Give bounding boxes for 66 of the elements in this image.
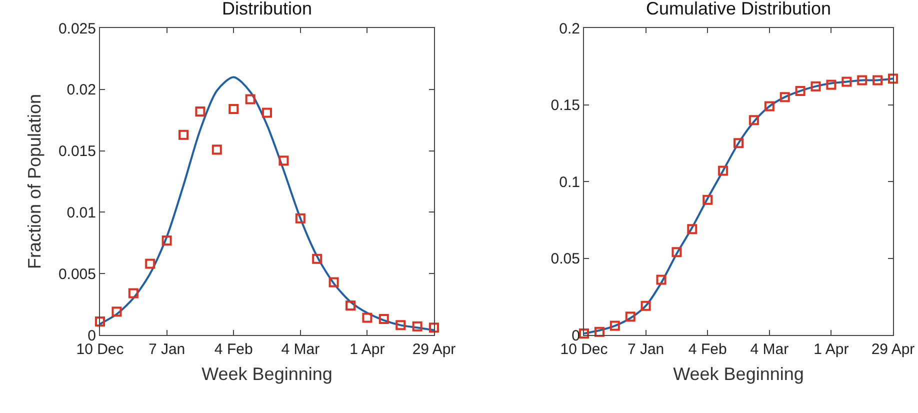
point: [178, 130, 188, 140]
point: [780, 92, 790, 102]
point: [625, 312, 636, 322]
point: [378, 314, 389, 324]
x-tick-label: 7 Jan: [627, 341, 664, 358]
point: [672, 247, 682, 258]
point: [429, 322, 439, 333]
point: [748, 115, 759, 126]
y-tick-label: 0.1: [559, 174, 580, 191]
x-tick-label: 29 Apr: [412, 341, 456, 358]
y-tick-label: 0.005: [58, 266, 96, 283]
point: [842, 76, 852, 87]
x-tick-label: 1 Apr: [814, 341, 849, 358]
point: [412, 321, 422, 332]
point: [718, 166, 728, 176]
y-tick-label: 0.02: [66, 82, 96, 99]
point: [362, 312, 372, 323]
chart-title: Distribution: [222, 0, 312, 19]
point: [640, 300, 651, 311]
point: [228, 104, 239, 114]
chart-title: Cumulative Distribution: [646, 0, 832, 19]
point: [195, 106, 206, 116]
point: [702, 194, 713, 205]
point: [888, 74, 898, 84]
y-tick-label: 0.01: [66, 204, 96, 222]
point: [857, 75, 868, 86]
point: [346, 300, 356, 311]
point: [656, 274, 666, 285]
y-tick-label: 0.025: [58, 20, 96, 38]
point: [328, 277, 339, 288]
point: [212, 144, 222, 155]
x-tick-label: 4 Feb: [688, 341, 727, 358]
point: [112, 306, 122, 317]
point: [162, 235, 172, 246]
point: [145, 258, 156, 269]
point: [734, 138, 744, 148]
point: [810, 81, 821, 92]
point: [795, 86, 806, 96]
x-tick-label: 29 Apr: [871, 341, 915, 358]
y-tick-label: 0.015: [58, 143, 96, 160]
x-tick-label: 4 Mar: [750, 341, 789, 358]
point: [312, 254, 322, 264]
point: [95, 316, 105, 326]
point: [278, 156, 289, 166]
point: [687, 224, 698, 234]
point: [396, 320, 406, 330]
x-tick-label: 1 Apr: [350, 341, 385, 358]
y-tick-label: 0.2: [559, 20, 580, 38]
y-tick-label: 0.05: [550, 250, 580, 268]
x-tick-label: 4 Feb: [214, 341, 253, 358]
y-axis-title: Fraction of Population: [24, 94, 45, 270]
x-axis-title: Week Beginning: [202, 364, 332, 384]
point: [594, 326, 604, 337]
point: [245, 94, 256, 104]
y-tick-label: 0.15: [550, 97, 580, 114]
point: [872, 75, 883, 86]
point: [610, 320, 620, 331]
x-tick-label: 4 Mar: [281, 341, 320, 358]
point: [764, 101, 774, 112]
x-axis-title: Week Beginning: [673, 364, 804, 384]
point: [128, 288, 138, 298]
x-tick-label: 7 Jan: [148, 341, 186, 358]
point: [262, 108, 272, 118]
point: [826, 80, 836, 90]
point: [579, 328, 589, 338]
point: [295, 213, 306, 224]
